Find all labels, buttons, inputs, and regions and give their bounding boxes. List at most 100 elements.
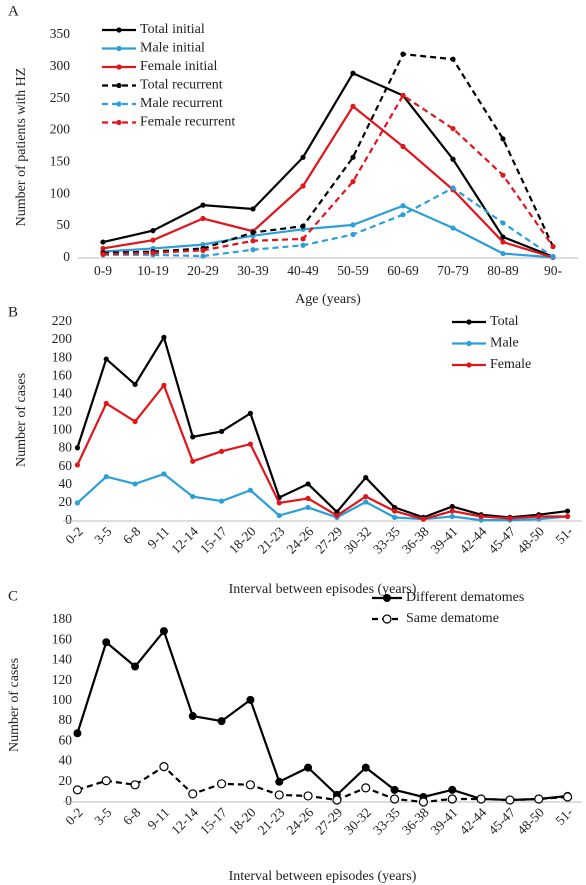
x-tick-label: 0-9 (94, 263, 112, 278)
data-point (350, 70, 356, 76)
data-point (400, 203, 406, 209)
data-point (200, 215, 206, 222)
x-tick-label: 24-26 (284, 805, 317, 838)
x-tick-label: 0-2 (62, 524, 85, 547)
series-line (76, 334, 568, 519)
series-line (102, 204, 554, 259)
y-tick-label: 220 (52, 313, 73, 328)
data-point (305, 495, 311, 501)
data-point (300, 154, 306, 160)
x-tick-label: 18-20 (226, 805, 259, 838)
data-point (390, 785, 399, 794)
data-point (100, 239, 106, 245)
data-point (449, 508, 455, 514)
data-point (562, 792, 573, 802)
data-point (103, 356, 109, 362)
data-point (132, 418, 138, 425)
data-point (103, 474, 109, 480)
y-tick-label: 160 (52, 631, 73, 646)
y-tick-label: 140 (52, 652, 73, 667)
x-tick-label: 30-39 (237, 263, 269, 278)
legend-marker (383, 594, 391, 602)
y-tick-label: 60 (59, 732, 73, 747)
legend-marker (116, 45, 122, 52)
legend-marker (116, 27, 122, 33)
data-point (74, 500, 81, 506)
y-tick-label: 20 (59, 773, 73, 788)
data-point (200, 202, 206, 208)
x-tick-label: 10-19 (137, 263, 169, 278)
data-point (161, 382, 167, 388)
x-tick-label: 12-14 (168, 524, 201, 557)
x-tick-label: 36-38 (399, 524, 432, 557)
data-point (74, 445, 81, 451)
data-point (476, 794, 486, 804)
y-tick-label: 250 (50, 90, 71, 105)
data-point (418, 797, 429, 807)
data-point (505, 795, 515, 805)
data-point (305, 504, 311, 511)
data-point (188, 789, 198, 799)
data-point (564, 513, 571, 520)
y-tick-label: 300 (50, 58, 71, 73)
data-point (300, 236, 306, 242)
data-point (534, 794, 544, 804)
y-tick-label: 0 (65, 793, 72, 808)
data-point (247, 441, 254, 447)
data-point (200, 247, 206, 253)
x-tick-label: 6-8 (120, 805, 144, 829)
y-axis-title: Number of patients with HZ (14, 68, 29, 227)
data-point (132, 381, 138, 388)
data-point (564, 508, 571, 514)
data-point (391, 504, 398, 511)
y-tick-label: 150 (50, 154, 71, 169)
data-point (391, 508, 398, 514)
series-line (102, 52, 554, 255)
data-point (507, 515, 513, 521)
data-point (550, 254, 556, 260)
panel-letter: C (8, 588, 18, 604)
data-point (478, 513, 484, 520)
data-point (363, 493, 369, 500)
x-tick-label: 24-26 (284, 524, 317, 557)
x-tick-label: 18-20 (226, 524, 259, 557)
data-point (350, 154, 356, 160)
data-point (217, 717, 226, 726)
data-point (500, 234, 506, 240)
x-tick-label: 21-23 (255, 805, 288, 838)
data-point (334, 512, 340, 519)
y-tick-label: 20 (59, 494, 73, 509)
y-tick-label: 100 (52, 692, 73, 707)
data-point (103, 400, 109, 407)
legend-label: Male initial (140, 41, 205, 56)
x-tick-label: 33-35 (370, 805, 403, 838)
data-point (159, 762, 169, 772)
legend-label: Same dematome (406, 611, 499, 626)
data-point (250, 238, 256, 244)
data-point (150, 228, 156, 234)
data-point (250, 206, 256, 212)
y-tick-label: 120 (52, 672, 73, 687)
data-point (304, 763, 313, 772)
data-point (448, 785, 457, 794)
x-tick-label: 30-32 (341, 805, 374, 838)
data-point (72, 785, 83, 795)
data-point (550, 243, 556, 250)
data-point (389, 794, 400, 804)
series-line (76, 472, 568, 522)
x-tick-label: 9-11 (144, 524, 172, 552)
y-axis-title: Number of cases (14, 373, 29, 467)
legend-label: Different dematomes (406, 590, 524, 605)
chart-panel: C Number of cases Interval between episode… (7, 588, 582, 884)
y-tick-label: 80 (59, 440, 73, 455)
data-point (350, 222, 356, 228)
data-point (400, 212, 406, 218)
x-tick-label: 42-44 (457, 524, 490, 557)
x-tick-label: 3-5 (91, 524, 115, 548)
data-point (500, 239, 506, 245)
data-point (250, 247, 256, 253)
data-point (449, 503, 455, 510)
data-point (400, 51, 406, 57)
legend-marker (116, 64, 122, 70)
x-tick-label: 21-23 (255, 524, 288, 557)
